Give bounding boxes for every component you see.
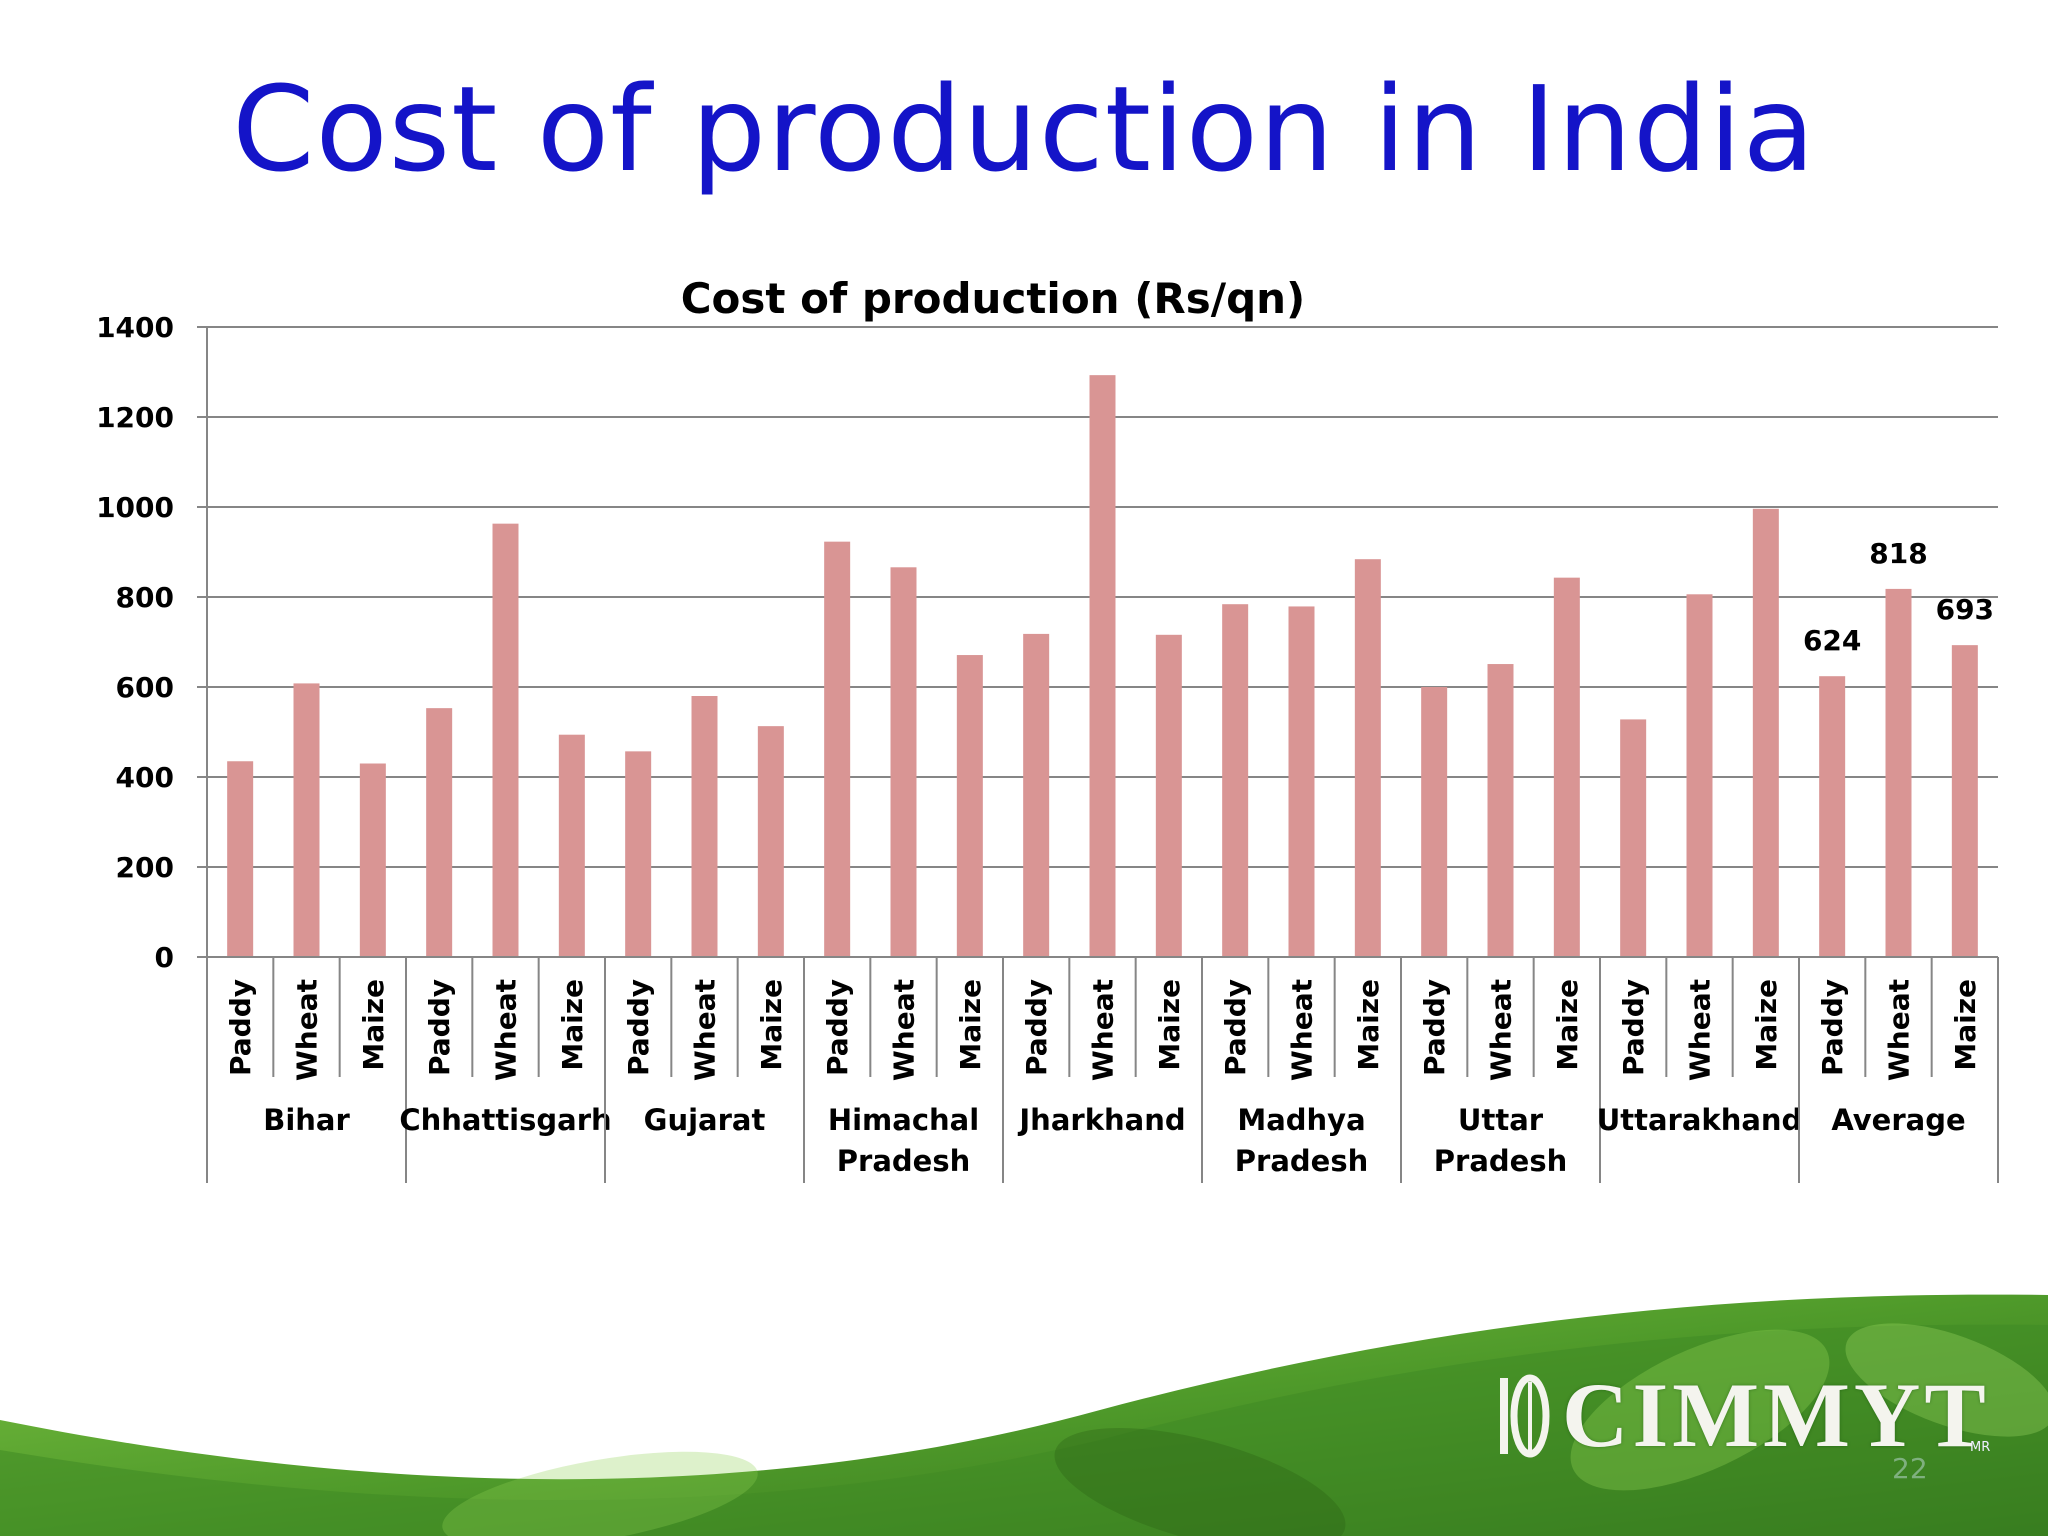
x-group-label: Bihar [263,1103,350,1137]
x-group-label: Average [1831,1103,1965,1137]
bar [824,541,851,957]
y-tick-label: 1200 [96,401,174,434]
bar [1487,664,1514,957]
bar [1421,687,1448,957]
x-group-label: Madhya Pradesh [1235,1103,1368,1178]
bar [625,751,652,957]
bar [1553,577,1580,957]
x-tick-label-crop: Maize [1153,979,1186,1071]
data-label: 818 [1869,537,1927,570]
x-tick-label-crop: Maize [357,979,390,1071]
x-tick-label-crop: Paddy [622,979,655,1076]
x-group-label: Gujarat [644,1103,766,1137]
logo-mark-mr: MR [1970,1440,1991,1455]
bar-chart: Cost of production (Rs/qn) 0 200 400 600 800… [96,274,1999,1183]
bar [359,763,386,957]
x-tick-label-crop: Paddy [1617,979,1650,1076]
x-tick-label-crop: Maize [556,979,589,1071]
y-tick-label: 200 [116,851,174,884]
bar [1155,634,1182,957]
bar [1620,719,1647,957]
bar [492,523,519,957]
y-tick-label: 1400 [96,311,174,344]
x-tick-label-crop: Maize [755,979,788,1071]
x-tick-label-crop: Paddy [1219,979,1252,1076]
x-group-label: Uttarakhand [1597,1103,1803,1137]
bar [1288,606,1315,957]
x-tick-label-crop: Paddy [423,979,456,1076]
bar [1222,604,1249,957]
data-label: 624 [1803,624,1861,657]
y-tick-label: 600 [116,671,174,704]
bar [1951,645,1978,957]
x-tick-label-crop: Paddy [1816,979,1849,1076]
x-tick-label-crop: Wheat [1883,979,1916,1081]
chart-title: Cost of production (Rs/qn) [681,274,1306,323]
x-tick-label-crop: Wheat [1684,979,1717,1081]
cimmyt-logo-text: CIMMYT [1562,1364,1990,1466]
x-tick-label-crop: Maize [1750,979,1783,1071]
cimmyt-wheat-logo-icon [1500,1374,1550,1458]
data-label: 693 [1936,593,1994,626]
x-group-label: Himachal Pradesh [828,1103,979,1178]
y-tick-label: 0 [155,941,174,974]
x-tick-label-crop: Maize [1949,979,1982,1071]
bar [558,734,585,957]
x-group-label: Uttar Pradesh [1434,1103,1567,1178]
page-number: 22 [1892,1452,1928,1485]
bar [293,683,320,957]
y-tick-label: 400 [116,761,174,794]
y-tick-label: 800 [116,581,174,614]
x-tick-label-crop: Maize [954,979,987,1071]
x-tick-label-crop: Wheat [291,979,324,1081]
x-tick-label-crop: Maize [1352,979,1385,1071]
slide-title: Cost of production in India [232,60,1816,198]
x-tick-label-crop: Paddy [224,979,257,1076]
x-tick-label-crop: Wheat [1485,979,1518,1081]
bar [1089,375,1116,957]
bar [1885,588,1912,957]
bar [890,567,917,957]
bar [426,708,453,957]
x-tick-label-crop: Wheat [1087,979,1120,1081]
bar [1354,559,1381,957]
bar [691,696,718,957]
bar [1819,676,1846,957]
bar [956,655,983,957]
bar [1686,594,1713,957]
x-tick-label-crop: Maize [1551,979,1584,1071]
x-tick-label-crop: Wheat [1286,979,1319,1081]
bar [1752,508,1779,957]
bars: 624 818 693 [227,375,1994,957]
x-tick-label-crop: Paddy [1418,979,1451,1076]
x-tick-label-crop: Wheat [689,979,722,1081]
bar [757,726,784,957]
x-group-label: Jharkhand [1017,1103,1185,1137]
x-tick-label-crop: Paddy [1020,979,1053,1076]
bar [1023,633,1050,957]
bar [227,761,254,957]
x-tick-label-crop: Wheat [490,979,523,1081]
y-tick-label: 1000 [96,491,174,524]
y-axis: 0 200 400 600 800 1000 1200 1400 [96,311,208,974]
x-tick-label-crop: Paddy [821,979,854,1076]
x-tick-label-crop: Wheat [888,979,921,1081]
x-group-label: Chhattisgarh [399,1103,611,1137]
